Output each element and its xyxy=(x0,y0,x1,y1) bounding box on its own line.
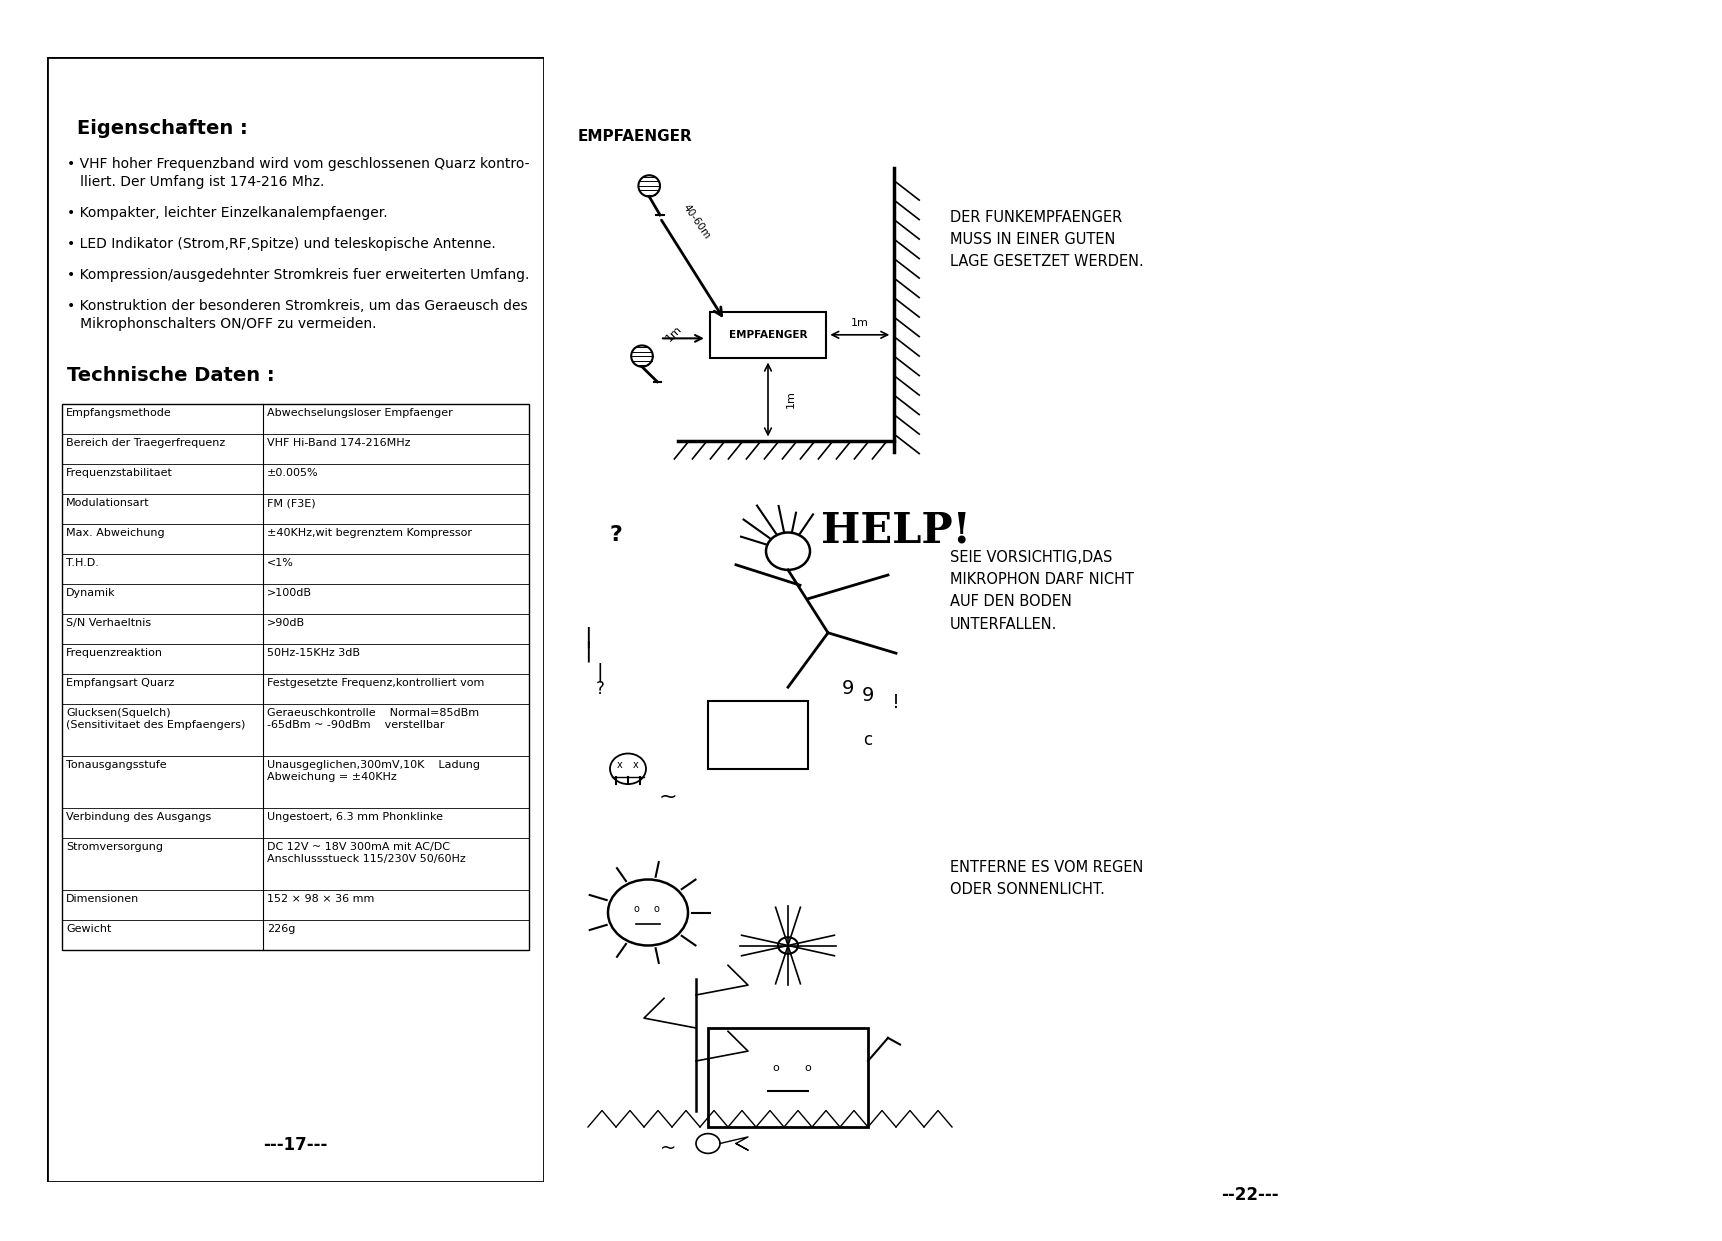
Text: • Konstruktion der besonderen Stromkreis, um das Geraeusch des
   Mikrophonschal: • Konstruktion der besonderen Stromkreis… xyxy=(67,299,527,331)
Text: c: c xyxy=(863,731,873,750)
Text: 9: 9 xyxy=(861,686,875,705)
Bar xyxy=(708,1028,868,1127)
Text: ~: ~ xyxy=(660,1138,677,1158)
Text: T.H.D.: T.H.D. xyxy=(65,558,98,568)
Text: Glucksen(Squelch)
(Sensitivitaet des Empfaengers): Glucksen(Squelch) (Sensitivitaet des Emp… xyxy=(65,709,245,731)
Text: HELP!: HELP! xyxy=(821,510,971,552)
Text: x: x xyxy=(616,761,623,771)
Text: Dynamik: Dynamik xyxy=(65,588,115,598)
Text: ENTFERNE ES VOM REGEN
ODER SONNENLICHT.: ENTFERNE ES VOM REGEN ODER SONNENLICHT. xyxy=(951,860,1143,897)
Text: o: o xyxy=(773,1062,780,1072)
Text: FM (F3E): FM (F3E) xyxy=(267,498,315,508)
Text: ---17---: ---17--- xyxy=(263,1136,327,1154)
Text: o: o xyxy=(634,905,639,915)
Text: Bereich der Traegerfrequenz: Bereich der Traegerfrequenz xyxy=(65,438,226,448)
Text: Gewicht: Gewicht xyxy=(65,925,112,934)
Text: Abwechselungsloser Empfaenger: Abwechselungsloser Empfaenger xyxy=(267,408,453,418)
Text: 50Hz-15KHz 3dB: 50Hz-15KHz 3dB xyxy=(267,648,360,658)
Text: x: x xyxy=(634,761,639,771)
Text: --22---: --22--- xyxy=(1221,1186,1279,1204)
Text: • VHF hoher Frequenzband wird vom geschlossenen Quarz kontro-
   lliert. Der Umf: • VHF hoher Frequenzband wird vom geschl… xyxy=(67,158,529,190)
Text: >90dB: >90dB xyxy=(267,618,305,628)
Text: Frequenzstabilitaet: Frequenzstabilitaet xyxy=(65,468,172,478)
Text: Verbindung des Ausgangs: Verbindung des Ausgangs xyxy=(65,812,212,822)
Text: o: o xyxy=(804,1062,811,1072)
Text: Festgesetzte Frequenz,kontrolliert vom: Festgesetzte Frequenz,kontrolliert vom xyxy=(267,678,484,688)
Text: ~: ~ xyxy=(660,787,677,807)
Text: <1%: <1% xyxy=(267,558,294,568)
Text: ?: ? xyxy=(610,525,622,545)
Text: ±40KHz,wit begrenztem Kompressor: ±40KHz,wit begrenztem Kompressor xyxy=(267,527,472,539)
Text: EMPFAENGER: EMPFAENGER xyxy=(728,330,808,340)
Text: SEIE VORSICHTIG,DAS
MIKROPHON DARF NICHT
AUF DEN BODEN
UNTERFALLEN.: SEIE VORSICHTIG,DAS MIKROPHON DARF NICHT… xyxy=(951,550,1135,632)
Text: !: ! xyxy=(892,692,901,711)
Text: VORSICHT: VORSICHT xyxy=(1100,61,1441,115)
Text: |: | xyxy=(598,661,603,681)
Text: 1m: 1m xyxy=(785,391,796,408)
Text: VHF Hi-Band 174-216MHz: VHF Hi-Band 174-216MHz xyxy=(267,438,410,448)
Text: Empfangsart Quarz: Empfangsart Quarz xyxy=(65,678,174,688)
Text: S/N Verhaeltnis: S/N Verhaeltnis xyxy=(65,618,152,628)
Bar xyxy=(711,311,825,357)
Text: • Kompakter, leichter Einzelkanalempfaenger.: • Kompakter, leichter Einzelkanalempfaen… xyxy=(67,206,387,220)
Text: |: | xyxy=(584,627,592,649)
Text: ?: ? xyxy=(596,680,604,697)
Text: EMPFAENGER: EMPFAENGER xyxy=(577,129,692,144)
Text: Unausgeglichen,300mV,10K    Ladung
Abweichung = ±40KHz: Unausgeglichen,300mV,10K Ladung Abweichu… xyxy=(267,759,480,782)
Text: Dimensionen: Dimensionen xyxy=(65,894,139,903)
Text: |: | xyxy=(584,640,592,663)
Text: 40-60m: 40-60m xyxy=(680,202,711,241)
Text: Stromversorgung: Stromversorgung xyxy=(65,841,164,853)
Bar xyxy=(62,405,529,951)
Text: DC 12V ~ 18V 300mA mit AC/DC
Anschlussstueck 115/230V 50/60Hz: DC 12V ~ 18V 300mA mit AC/DC Anschlussst… xyxy=(267,841,465,865)
Text: 226g: 226g xyxy=(267,925,294,934)
Text: Technische Daten :: Technische Daten : xyxy=(67,366,274,385)
Text: ±0.005%: ±0.005% xyxy=(267,468,319,478)
Text: Max. Abweichung: Max. Abweichung xyxy=(65,527,165,539)
Text: Empfangsmethode: Empfangsmethode xyxy=(65,408,172,418)
Text: Frequenzreaktion: Frequenzreaktion xyxy=(65,648,164,658)
Text: Ungestoert, 6.3 mm Phonklinke: Ungestoert, 6.3 mm Phonklinke xyxy=(267,812,443,822)
Text: 9: 9 xyxy=(842,679,854,697)
Text: DER FUNKEMPFAENGER
MUSS IN EINER GUTEN
LAGE GESETZET WERDEN.: DER FUNKEMPFAENGER MUSS IN EINER GUTEN L… xyxy=(951,210,1143,269)
Text: Tonausgangsstufe: Tonausgangsstufe xyxy=(65,759,167,769)
Bar xyxy=(708,701,808,769)
Text: 1m: 1m xyxy=(665,324,684,344)
Text: • LED Indikator (Strom,RF,Spitze) und teleskopische Antenne.: • LED Indikator (Strom,RF,Spitze) und te… xyxy=(67,237,496,251)
Text: Modulationsart: Modulationsart xyxy=(65,498,150,508)
Text: >100dB: >100dB xyxy=(267,588,312,598)
Text: 152 × 98 × 36 mm: 152 × 98 × 36 mm xyxy=(267,894,374,903)
Text: 1m: 1m xyxy=(851,318,868,328)
Text: Geraeuschkontrolle    Normal=85dBm
-65dBm ~ -90dBm    verstellbar: Geraeuschkontrolle Normal=85dBm -65dBm ~… xyxy=(267,709,479,731)
Text: o: o xyxy=(653,905,660,915)
Text: Eigenschaften :: Eigenschaften : xyxy=(77,119,248,138)
Text: • Kompression/ausgedehnter Stromkreis fuer erweiterten Umfang.: • Kompression/ausgedehnter Stromkreis fu… xyxy=(67,268,529,282)
